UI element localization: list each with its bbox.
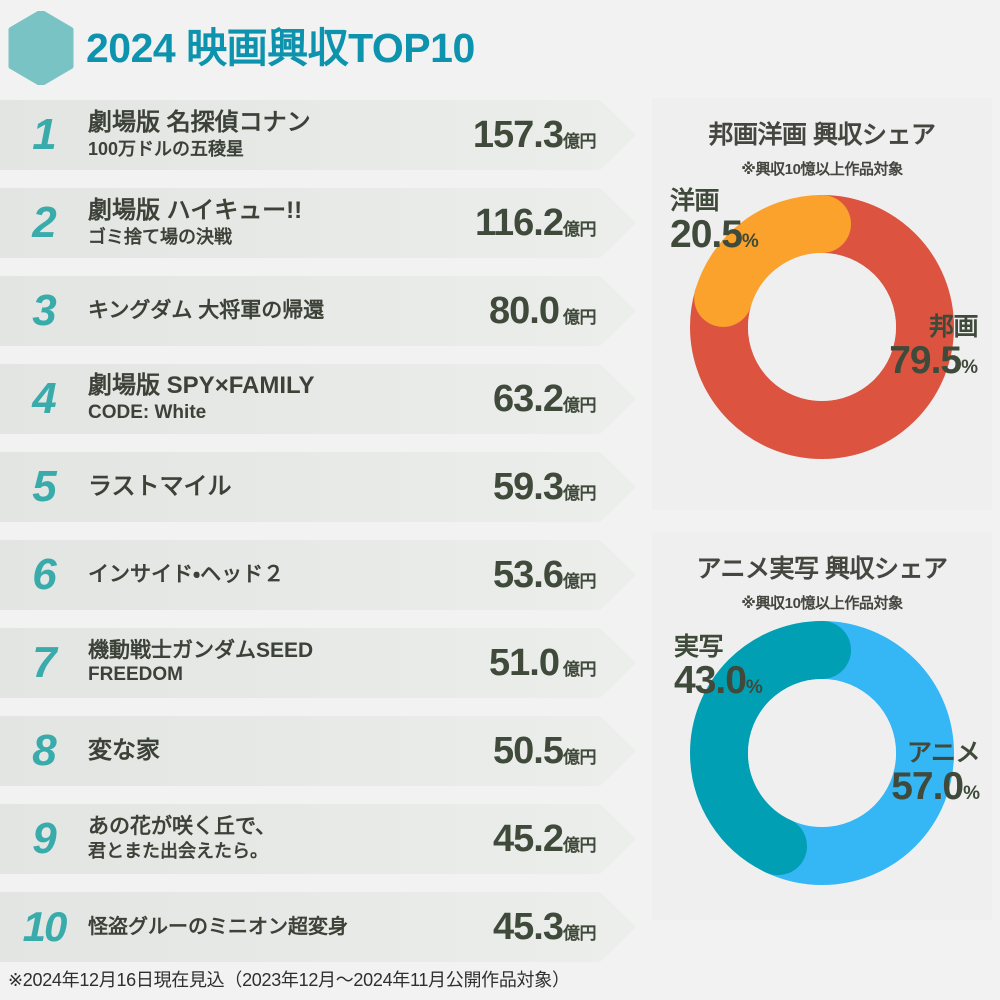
hexagon-icon	[8, 11, 74, 85]
amount-unit: 億円	[563, 483, 597, 503]
movie-title: 怪盗グルーのミニオン超変身	[88, 915, 348, 938]
rank-number: 10	[22, 903, 68, 950]
movie-subtitle: CODE: White	[88, 402, 207, 424]
amount-value: 80.0	[489, 289, 560, 332]
rank-number: 3	[32, 286, 56, 335]
amount-unit: 億円	[563, 923, 597, 943]
ranking-list: 1 劇場版 名探偵コナン 100万ドルの五稜星 157.3億円 2 劇場版 ハイキュー!!…	[0, 100, 640, 980]
rank-row: 1 劇場版 名探偵コナン 100万ドルの五稜星 157.3億円	[0, 100, 636, 170]
rank-number: 1	[32, 110, 56, 159]
header: 2024 映画興収TOP10	[0, 0, 660, 96]
chart-card-anime-live: アニメ実写 興収シェア ※興収10憶以上作品対象 実写 43.0% アニメ 57…	[652, 532, 992, 920]
donut-hole	[748, 679, 896, 827]
movie-title: キングダム 大将軍の帰還	[88, 299, 325, 323]
movie-title-block: あの花が咲く丘で、 君とまた出会えたら。	[88, 815, 404, 862]
donut-svg	[690, 621, 954, 885]
box-office-amount: 45.2億円	[404, 818, 636, 861]
rank-number: 4	[32, 374, 56, 423]
amount-unit: 億円	[563, 571, 597, 591]
movie-title-block: 機動戦士ガンダムSEED FREEDOM	[88, 639, 404, 687]
rank-number: 7	[32, 638, 56, 687]
box-office-amount: 80.0 億円	[404, 290, 636, 333]
amount-value: 50.5	[493, 729, 564, 772]
amount-unit: 億円	[563, 131, 597, 151]
box-office-amount: 45.3億円	[404, 906, 636, 949]
amount-value: 53.6	[493, 553, 564, 596]
page-title: 2024 映画興収TOP10	[86, 24, 475, 71]
amount-unit: 億円	[563, 219, 597, 239]
movie-title: 劇場版 名探偵コナン	[88, 108, 311, 136]
movie-title: 変な家	[88, 736, 160, 764]
movie-title-block: 劇場版 ハイキュー!! ゴミ捨て場の決戦	[88, 196, 404, 248]
donut-chart-domestic-foreign: 洋画 20.5% 邦画 79.5%	[652, 179, 992, 479]
donut-label-youga: 洋画 20.5%	[670, 187, 759, 256]
box-office-amount: 53.6億円	[404, 554, 636, 597]
rank-number: 5	[32, 462, 56, 511]
box-office-amount: 116.2億円	[404, 202, 636, 245]
amount-unit: 億円	[563, 659, 597, 679]
rank-row: 10 怪盗グルーのミニオン超変身 45.3億円	[0, 892, 636, 962]
rank-number: 9	[32, 814, 56, 863]
movie-title-block: ラストマイル	[88, 472, 404, 501]
box-office-amount: 51.0 億円	[404, 642, 636, 685]
movie-title-block: 劇場版 名探偵コナン 100万ドルの五稜星	[88, 108, 404, 160]
donut-svg	[690, 195, 954, 459]
box-office-amount: 157.3億円	[404, 114, 636, 157]
rank-row: 9 あの花が咲く丘で、 君とまた出会えたら。 45.2億円	[0, 804, 636, 874]
movie-subtitle: ゴミ捨て場の決戦	[88, 226, 232, 247]
movie-title: 劇場版 SPY×FAMILY	[88, 372, 315, 400]
movie-title-block: キングダム 大将軍の帰還	[88, 299, 404, 323]
rank-row: 5 ラストマイル 59.3億円	[0, 452, 636, 522]
donut-hole	[748, 253, 896, 401]
donut-segment-youga	[690, 195, 954, 459]
box-office-amount: 63.2億円	[404, 378, 636, 421]
movie-title: 機動戦士ガンダムSEED	[88, 638, 314, 662]
rank-number: 6	[32, 550, 56, 599]
movie-title-block: 変な家	[88, 736, 404, 765]
rank-row: 7 機動戦士ガンダムSEED FREEDOM 51.0 億円	[0, 628, 636, 698]
amount-value: 63.2	[493, 377, 564, 420]
amount-unit: 億円	[563, 307, 597, 327]
amount-unit: 億円	[563, 835, 597, 855]
donut-label-anime: アニメ 57.0%	[891, 739, 980, 808]
donut-chart-anime-live: 実写 43.0% アニメ 57.0%	[652, 613, 992, 913]
amount-value: 157.3	[472, 113, 564, 156]
movie-subtitle: 100万ドルの五稜星	[88, 138, 245, 159]
footnote: ※2024年12月16日現在見込（2023年12月〜2024年11月公開作品対象…	[8, 970, 570, 990]
box-office-amount: 50.5億円	[404, 730, 636, 773]
donut-label-jissha: 実写 43.0%	[674, 633, 763, 702]
amount-unit: 億円	[563, 395, 597, 415]
rank-number: 2	[32, 198, 56, 247]
amount-value: 45.3	[493, 905, 564, 948]
rank-row: 3 キングダム 大将軍の帰還 80.0 億円	[0, 276, 636, 346]
movie-title-block: 怪盗グルーのミニオン超変身	[88, 916, 404, 938]
chart-title: 邦画洋画 興収シェア	[708, 121, 936, 149]
donut-segment-jissha	[690, 621, 954, 885]
amount-value: 51.0	[489, 641, 560, 684]
chart-subtitle: ※興収10憶以上作品対象	[741, 161, 903, 178]
rank-row: 2 劇場版 ハイキュー!! ゴミ捨て場の決戦 116.2億円	[0, 188, 636, 258]
movie-title: 劇場版 ハイキュー!!	[88, 196, 303, 224]
rank-row: 6 インサイド・ヘッド２ 53.6億円	[0, 540, 636, 610]
amount-value: 45.2	[493, 817, 564, 860]
movie-subtitle: FREEDOM	[88, 664, 183, 686]
rank-row: 8 変な家 50.5億円	[0, 716, 636, 786]
movie-title-block: 劇場版 SPY×FAMILY CODE: White	[88, 372, 404, 425]
chart-card-domestic-foreign: 邦画洋画 興収シェア ※興収10憶以上作品対象 洋画 20.5% 邦画 79.5…	[652, 98, 992, 510]
movie-title: あの花が咲く丘で、	[88, 815, 277, 839]
movie-title: インサイド・ヘッド２	[88, 563, 285, 587]
amount-value: 116.2	[475, 201, 564, 244]
movie-title-block: インサイド・ヘッド２	[88, 563, 404, 587]
chart-subtitle: ※興収10憶以上作品対象	[741, 595, 903, 612]
rank-number: 8	[32, 726, 56, 775]
movie-subtitle: 君とまた出会えたら。	[88, 840, 268, 861]
rank-row: 4 劇場版 SPY×FAMILY CODE: White 63.2億円	[0, 364, 636, 434]
chart-title: アニメ実写 興収シェア	[696, 555, 948, 583]
box-office-amount: 59.3億円	[404, 466, 636, 509]
amount-unit: 億円	[563, 747, 597, 767]
movie-title: ラストマイル	[88, 472, 232, 500]
donut-label-houga: 邦画 79.5%	[889, 313, 978, 382]
amount-value: 59.3	[493, 465, 564, 508]
